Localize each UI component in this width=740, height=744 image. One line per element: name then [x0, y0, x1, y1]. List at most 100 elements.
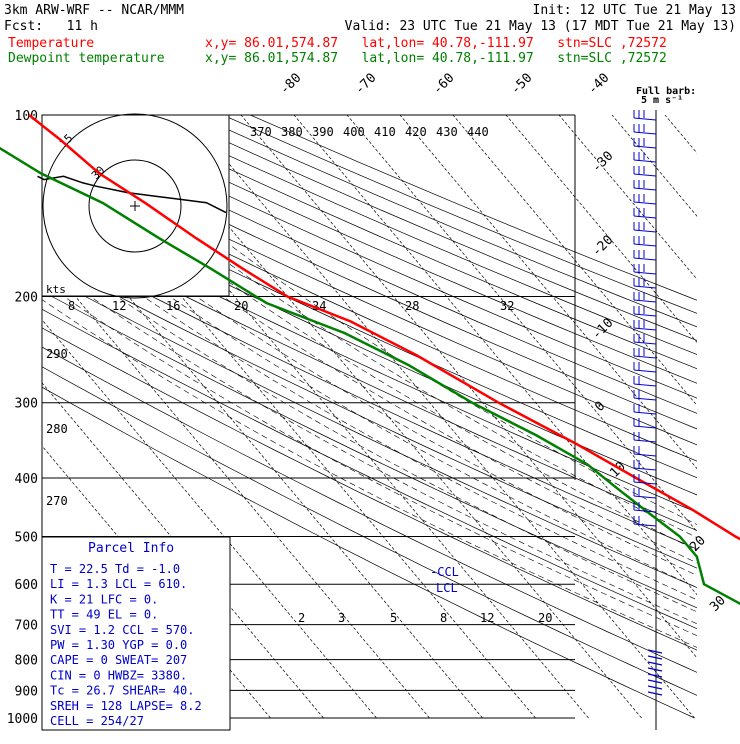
isotherm	[42, 256, 430, 719]
isotherm	[399, 115, 697, 470]
isotherm	[664, 115, 697, 154]
wind-barb	[633, 313, 657, 317]
theta-label: 280	[46, 422, 68, 436]
hodograph-trace	[37, 175, 227, 214]
mixing-ratio-label: 3	[338, 611, 345, 625]
mixing-ratio-label: 8	[440, 611, 447, 625]
wind-barb	[633, 201, 657, 205]
theta-e-label: 420	[405, 125, 427, 139]
parcel-info-line: PW = 1.30 YGP = 0.0	[50, 638, 187, 652]
wind-barb	[633, 411, 657, 415]
theta-e-label: 400	[343, 125, 365, 139]
forecast-hour: Fcst: 11 h	[4, 19, 98, 34]
moist-adiabat	[42, 242, 697, 613]
dry-adiabat	[42, 327, 697, 651]
hodograph-ring	[42, 113, 228, 299]
wind-barb	[647, 679, 663, 684]
dewpoint-profile	[0, 146, 740, 606]
hodograph-ring	[88, 159, 182, 253]
isotherm	[718, 115, 740, 718]
dry-adiabat	[42, 239, 697, 550]
moist-adiabat	[91, 220, 697, 576]
skew-temp-label: -60	[430, 71, 457, 98]
lcl-annotation: LCL	[436, 581, 458, 595]
moist-adiabat	[42, 280, 697, 637]
parcel-info-line: T = 22.5 Td = -1.0	[50, 562, 180, 576]
wind-barb	[633, 257, 657, 261]
dry-adiabat	[42, 273, 697, 589]
valid-time: Valid: 23 UTC Tue 21 May 13 (17 MDT Tue …	[345, 19, 736, 34]
pressure-label: 300	[15, 397, 38, 412]
dry-adiabat	[42, 223, 697, 531]
parcel-info-line: TT = 49 EL = 0.	[50, 608, 158, 622]
dry-adiabat	[42, 290, 697, 609]
mixing-ratio-label: 5	[390, 611, 397, 625]
wind-barb	[647, 667, 663, 672]
pressure-label: 200	[15, 291, 38, 306]
skew-temp-label: -40	[585, 71, 612, 98]
wind-barb	[647, 673, 663, 678]
skew-temp-label: -70	[352, 71, 379, 98]
wind-barb	[647, 655, 663, 660]
wind-barb	[633, 369, 657, 373]
pressure-label: 500	[15, 530, 38, 545]
isotherm	[505, 115, 697, 343]
parcel-info-line: CELL = 254/27	[50, 714, 144, 728]
wind-barb	[633, 187, 657, 191]
barb-legend-units: 5 m s⁻¹	[641, 95, 683, 106]
wind-barb	[633, 425, 657, 429]
wind-barb	[633, 481, 657, 485]
moist-adiabat	[65, 220, 697, 588]
pressure-label: 1000	[7, 712, 38, 727]
wind-barb	[633, 327, 657, 331]
temperature-profile	[28, 114, 740, 541]
wind-barb	[633, 159, 657, 163]
parcel-info-line: K = 21 LFC = 0.	[50, 592, 158, 606]
theta-e-label: 440	[467, 125, 489, 139]
mixing-ratio-label: 2	[298, 611, 305, 625]
isotherm	[293, 115, 697, 596]
wind-barb	[633, 341, 657, 345]
wind-barb	[647, 649, 663, 654]
dry-adiabat	[42, 308, 697, 630]
parcel-info-line: SREH = 128 LAPSE= 8.2	[50, 699, 202, 713]
wind-barb	[633, 509, 657, 513]
parcel-info-line: CAPE = 0 SWEAT= 207	[50, 653, 187, 667]
wind-barb	[633, 145, 657, 149]
dry-adiabat	[42, 386, 695, 719]
pressure-label: 400	[15, 472, 38, 487]
theta-e-label: 410	[374, 125, 396, 139]
pressure-label: 600	[15, 578, 38, 593]
wind-barb	[633, 271, 657, 275]
wind-barb	[633, 131, 657, 135]
wind-barb	[633, 117, 657, 121]
wind-barb	[633, 453, 657, 457]
wind-barb	[633, 243, 657, 247]
dry-adiabat	[42, 120, 697, 414]
wind-barb	[647, 661, 663, 666]
isotherm	[240, 115, 697, 659]
profiles: -CCL LCL	[0, 114, 740, 606]
mixing-ratio-label: 20	[234, 299, 248, 313]
mixing-ratio-label: 28	[405, 299, 419, 313]
wind-barb	[633, 215, 657, 219]
temp-legend: Temperature	[8, 36, 94, 51]
parcel-info-line: Tc = 26.7 SHEAR= 40.	[50, 684, 195, 698]
parcel-info-lines: T = 22.5 Td = -1.0LI = 1.3 LCL = 610.K =…	[50, 562, 202, 728]
wind-barb	[633, 355, 657, 359]
mixing-ratio-label: 12	[112, 299, 126, 313]
skew-temp-label: -50	[508, 71, 535, 98]
pressure-label: 800	[15, 654, 38, 669]
mixing-ratio-label: 12	[480, 611, 494, 625]
wind-barb	[633, 397, 657, 401]
dew-legend: Dewpoint temperature	[8, 51, 165, 66]
parcel-info-title: Parcel Info	[88, 541, 174, 556]
barb-legend-title: Full barb:	[636, 86, 696, 97]
dry-adiabat	[85, 115, 697, 384]
isotherm	[187, 115, 695, 719]
wind-barb	[647, 685, 663, 690]
hodograph-units: kts	[46, 283, 66, 296]
isotherm	[611, 115, 697, 217]
moist-adiabat	[42, 262, 697, 625]
